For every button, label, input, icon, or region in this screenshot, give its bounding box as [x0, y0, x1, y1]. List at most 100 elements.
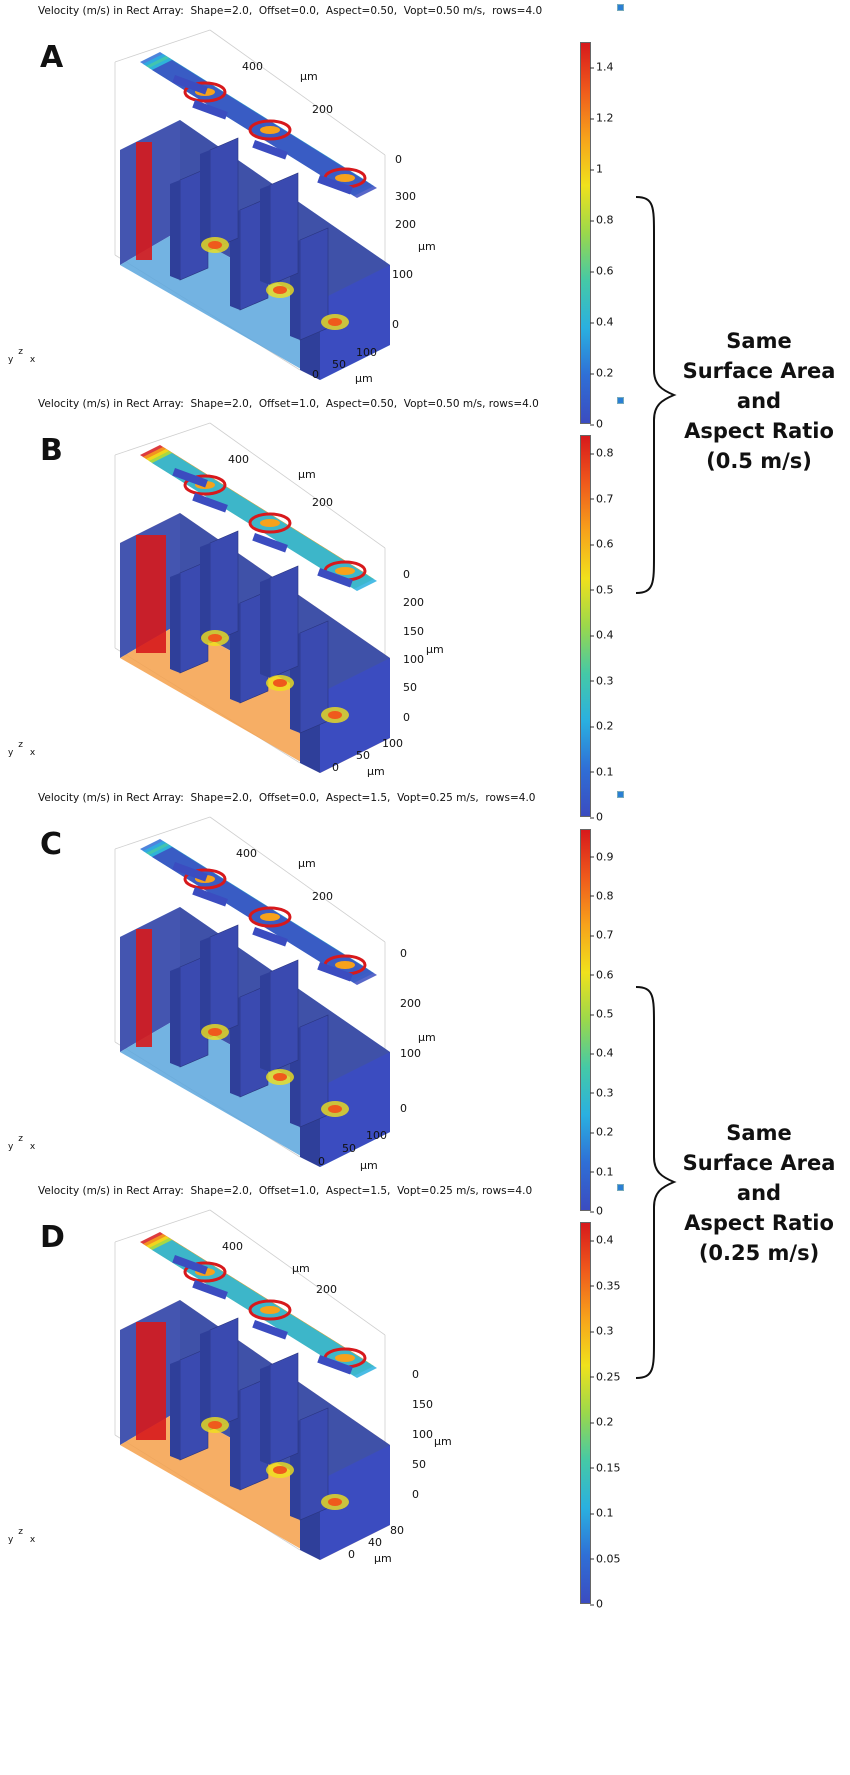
- scene-3d: [114, 422, 390, 773]
- axis-tick-label: 200: [400, 997, 421, 1010]
- figure-panel-c: Velocity (m/s) in Rect Array: Shape=2.0,…: [0, 787, 850, 1230]
- colorbar-tick-label: 0.8: [590, 446, 614, 460]
- colorbar-tick-label: 0: [590, 1597, 603, 1611]
- axis-unit-label: μm: [355, 372, 373, 385]
- axis-tick-label: 50: [342, 1142, 356, 1155]
- axis-tick-label: 150: [403, 625, 424, 638]
- colorbar-tick-label: 0.3: [590, 674, 614, 688]
- axis-tick-label: 50: [356, 749, 370, 762]
- annotation-bottom-line-1: Same: [726, 1121, 792, 1145]
- axis-tick-label: 100: [382, 737, 403, 750]
- annotation-top-line-2: Surface Area: [682, 359, 836, 383]
- colorbar-tick-label: 0.2: [590, 366, 614, 380]
- colorbar-tick-label: 0.25: [590, 1370, 621, 1384]
- panel-title: Velocity (m/s) in Rect Array: Shape=2.0,…: [38, 1185, 533, 1197]
- triad-x: x: [29, 1142, 36, 1152]
- annotation-top-line-3: and: [736, 389, 782, 413]
- panel-title: Velocity (m/s) in Rect Array: Shape=2.0,…: [38, 398, 539, 410]
- triad-z: z: [18, 740, 23, 750]
- triad-x: x: [29, 355, 36, 365]
- axis-tick-label: 50: [403, 681, 417, 694]
- axis-tick-label: 400: [228, 453, 249, 466]
- colorbar-tick-label: 0.1: [590, 765, 614, 779]
- axis-tick-label: 100: [403, 653, 424, 666]
- axis-tick-label: 100: [356, 346, 377, 359]
- figure-panel-b: Velocity (m/s) in Rect Array: Shape=2.0,…: [0, 393, 850, 836]
- colorbar-ticks: 0.8 0.7 0.6 0.5 0.4 0.3 0.2 0.1 0: [590, 435, 656, 824]
- axis-tick-label: 100: [366, 1129, 387, 1142]
- colorbar-tick-label: 0.15: [590, 1461, 621, 1475]
- axis-tick-label: 100: [392, 268, 413, 281]
- axis-tick-label: 200: [312, 496, 333, 509]
- colorbar-tick-label: 0.5: [590, 583, 614, 597]
- axis-unit-label: μm: [418, 240, 436, 253]
- colorbar: [580, 1222, 591, 1604]
- axis-tick-label: 40: [368, 1536, 382, 1549]
- colorbar-tick-label: 0.6: [590, 537, 614, 551]
- axis-unit-label: μm: [374, 1552, 392, 1565]
- axis-tick-label: 80: [390, 1524, 404, 1537]
- axis-tick-label: 400: [236, 847, 257, 860]
- axis-unit-label: μm: [426, 643, 444, 656]
- colorbar: [580, 435, 591, 817]
- annotation-top-line-4: Aspect Ratio: [684, 419, 834, 443]
- axis-tick-label: 200: [312, 103, 333, 116]
- axis-tick-label: 0: [400, 947, 407, 960]
- colorbar-tick-label: 0.7: [590, 928, 614, 942]
- panel-title: Velocity (m/s) in Rect Array: Shape=2.0,…: [38, 792, 536, 804]
- axis-tick-label: 0: [412, 1488, 419, 1501]
- bracket-bottom: [635, 986, 677, 1379]
- colorbar-tick-label: 0.4: [590, 628, 614, 642]
- colorbar-tick-label: 0.1: [590, 1165, 614, 1179]
- axis-tick-label: 0: [395, 153, 402, 166]
- colorbar-tick-label: 0.2: [590, 1415, 614, 1429]
- annotation-bottom-line-4: Aspect Ratio: [684, 1211, 834, 1235]
- axis-tick-label: 100: [412, 1428, 433, 1441]
- colorbar-tick-label: 0.4: [590, 1233, 614, 1247]
- triad-y: y: [8, 355, 14, 365]
- colorbar-tick-label: 0.35: [590, 1279, 621, 1293]
- settings-icon: [617, 1184, 624, 1191]
- axis-tick-label: 50: [332, 358, 346, 371]
- colorbar-tick-label: 0.2: [590, 719, 614, 733]
- axis-tick-label: 300: [395, 190, 416, 203]
- panel-letter: D: [40, 1220, 65, 1255]
- axis-tick-label: 0: [332, 761, 339, 774]
- axis-tick-label: 100: [400, 1047, 421, 1060]
- axis-tick-label: 200: [403, 596, 424, 609]
- colorbar-tick-label: 0: [590, 810, 603, 824]
- panel-letter: B: [40, 433, 63, 468]
- axis-unit-label: μm: [360, 1159, 378, 1172]
- colorbar-tick-label: 0.8: [590, 213, 614, 227]
- colorbar-ticks: 0.9 0.8 0.7 0.6 0.5 0.4 0.3 0.2 0.1 0: [590, 829, 656, 1218]
- axis-tick-label: 200: [316, 1283, 337, 1296]
- colorbar-tick-label: 1: [590, 162, 603, 176]
- settings-icon: [617, 791, 624, 798]
- annotation-bottom-line-3: and: [736, 1181, 782, 1205]
- axis-unit-label: μm: [418, 1031, 436, 1044]
- axis-tick-label: 0: [312, 368, 319, 381]
- colorbar-tick-label: 0.7: [590, 492, 614, 506]
- colorbar-tick-label: 0.1: [590, 1506, 614, 1520]
- axis-unit-label: μm: [300, 70, 318, 83]
- axis-triad: y z x: [8, 1527, 35, 1545]
- scene-3d: [114, 816, 390, 1167]
- annotation-top-line-5: (0.5 m/s): [706, 449, 812, 473]
- axis-tick-label: 0: [318, 1155, 325, 1168]
- colorbar-tick-label: 1.4: [590, 60, 614, 74]
- settings-icon: [617, 4, 624, 11]
- panel-letter: A: [40, 40, 64, 75]
- colorbar: [580, 829, 591, 1211]
- axis-triad: y z x: [8, 1134, 35, 1152]
- axis-tick-label: 150: [412, 1398, 433, 1411]
- annotation-top: Same Surface Area and Aspect Ratio (0.5 …: [668, 326, 850, 476]
- triad-y: y: [8, 1535, 14, 1545]
- annotation-bottom: Same Surface Area and Aspect Ratio (0.25…: [668, 1118, 850, 1268]
- colorbar-tick-label: 0.2: [590, 1125, 614, 1139]
- axis-tick-label: 0: [400, 1102, 407, 1115]
- axis-tick-label: 0: [348, 1548, 355, 1561]
- annotation-bottom-line-5: (0.25 m/s): [698, 1241, 820, 1265]
- colorbar-ticks: 1.4 1.2 1 0.8 0.6 0.4 0.2 0: [590, 42, 656, 431]
- scene-3d: [114, 1209, 390, 1560]
- scene-3d: [114, 29, 390, 380]
